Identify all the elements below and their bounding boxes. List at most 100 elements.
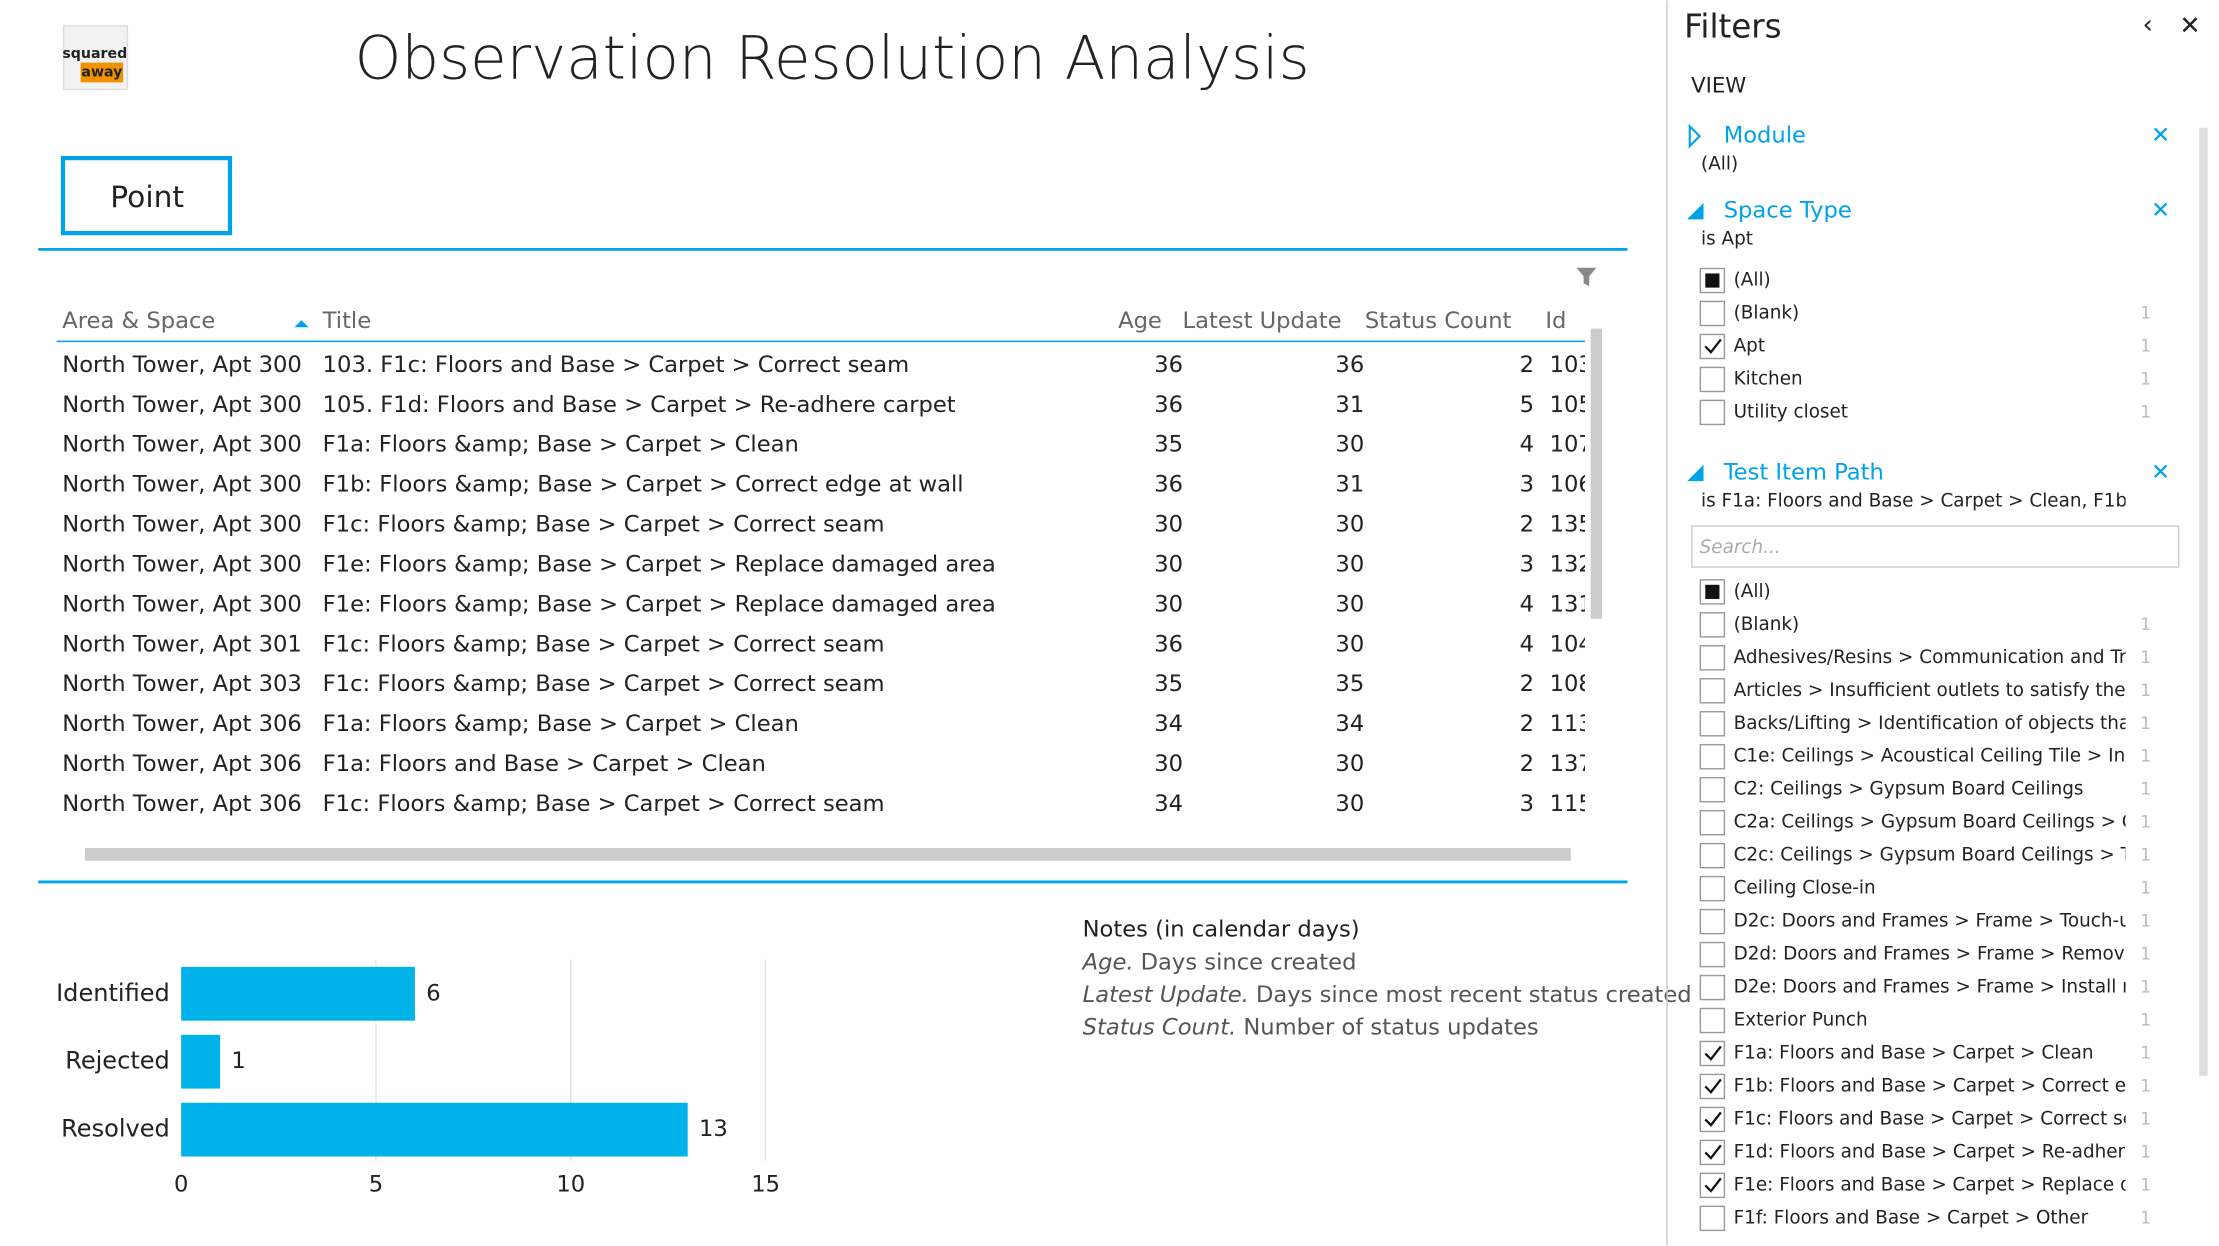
bar[interactable] — [181, 1034, 221, 1089]
note-term: Latest Update. — [1083, 982, 1249, 1008]
table-cell: North Tower, Apt 306 — [62, 791, 301, 817]
checkbox[interactable] — [1699, 908, 1726, 935]
tab-button[interactable] — [60, 155, 233, 236]
collapse-button[interactable]: ‹ — [2143, 10, 2153, 40]
filter-item[interactable]: D2e: Doors and Frames > Frame > Install … — [1734, 977, 2155, 998]
filter-name[interactable]: Space Type — [1724, 198, 1852, 224]
checkbox[interactable] — [1699, 941, 1726, 968]
checkbox[interactable] — [1699, 1205, 1726, 1232]
sort-arrow[interactable] — [294, 320, 309, 328]
table-cell: North Tower, Apt 306 — [62, 751, 301, 777]
filter-item[interactable]: C2: Ceilings > Gypsum Board Ceilings — [1734, 779, 2084, 800]
filter-item[interactable]: Ceiling Close-in — [1734, 878, 1876, 899]
clear-button[interactable]: ✕ — [2151, 198, 2170, 224]
logo-text: squared — [62, 46, 127, 62]
checkbox[interactable] — [1699, 333, 1726, 360]
expander[interactable] — [1687, 464, 1704, 482]
table-cell: F1b: Floors &amp; Base > Carpet > Correc… — [323, 472, 964, 498]
filter-item[interactable]: Articles > Insufficient outlets to satis… — [1734, 680, 2157, 701]
checkbox[interactable] — [1699, 612, 1726, 638]
item-count: 1 — [2140, 780, 2151, 800]
column-header[interactable]: Title — [322, 308, 372, 334]
filter-item[interactable]: Exterior Punch — [1734, 1010, 1868, 1031]
filter-item[interactable]: D2d: Doors and Frames > Frame > Remove c — [1734, 944, 2152, 965]
item-count: 1 — [2140, 714, 2151, 734]
expander[interactable] — [1688, 123, 1702, 149]
table-cell: North Tower, Apt 300 — [62, 472, 301, 498]
filter-item[interactable]: F1f: Floors and Base > Carpet > Other — [1734, 1207, 2089, 1228]
checkbox[interactable] — [1699, 1139, 1726, 1166]
filter-item[interactable]: F1e: Floors and Base > Carpet > Replace … — [1734, 1174, 2155, 1195]
column-header[interactable]: Status Count — [1365, 308, 1512, 334]
filter-item[interactable]: F1d: Floors and Base > Carpet > Re-adher… — [1734, 1141, 2152, 1162]
h-scrollbar[interactable] — [84, 848, 1571, 861]
item-count: 1 — [2140, 846, 2151, 866]
filter-icon[interactable] — [1576, 267, 1597, 287]
filter-item[interactable]: C1e: Ceilings > Acoustical Ceiling Tile … — [1734, 746, 2154, 767]
filter-item[interactable]: D2c: Doors and Frames > Frame > Touch-up — [1734, 911, 2143, 932]
filter-item[interactable]: Backs/Lifting > Identification of object… — [1734, 713, 2155, 734]
checkbox[interactable] — [1699, 1106, 1726, 1133]
report: squared away Observation Resolution Anal… — [38, 25, 1692, 1197]
clear-button[interactable]: ✕ — [2151, 123, 2170, 149]
filter-item[interactable]: F1b: Floors and Base > Carpet > Correct … — [1734, 1075, 2150, 1096]
check-mark — [1704, 1144, 1722, 1160]
item-count: 1 — [2140, 648, 2151, 668]
clear-button[interactable]: ✕ — [2151, 459, 2170, 485]
filter-item[interactable]: Kitchen — [1734, 368, 1803, 389]
checkbox[interactable] — [1699, 974, 1726, 1001]
column-header[interactable]: Id — [1545, 308, 1566, 334]
table-cell: 104 — [1550, 631, 1593, 657]
checkbox[interactable] — [1699, 1172, 1726, 1199]
bar[interactable] — [181, 1102, 688, 1157]
filter-item[interactable]: (Blank) — [1734, 303, 1800, 324]
table-cell: 105. F1d: Floors and Base > Carpet > Re-… — [323, 392, 956, 418]
v-scrollbar[interactable] — [1590, 328, 1602, 619]
checkbox[interactable] — [1699, 300, 1726, 327]
checkbox[interactable] — [1699, 645, 1726, 671]
table-cell: 35 — [1154, 671, 1183, 697]
checkbox[interactable] — [1699, 366, 1726, 393]
filter-item[interactable]: F1a: Floors and Base > Carpet > Clean — [1734, 1042, 2094, 1063]
logo-text: away — [81, 64, 122, 80]
filter-item[interactable]: C2c: Ceilings > Gypsum Board Ceilings > … — [1734, 845, 2152, 866]
filter-item[interactable]: Adhesives/Resins > Communication and Tra… — [1734, 647, 2143, 668]
checkbox[interactable] — [1699, 875, 1726, 902]
checkbox[interactable] — [1699, 743, 1726, 770]
filter-pane: Filters ‹ ✕ VIEW (All) is Apt (All) (Blank)… — [1666, 0, 2208, 1246]
pane-scrollbar[interactable] — [2199, 127, 2208, 1076]
table-cell: 30 — [1335, 631, 1364, 657]
checkbox[interactable] — [1699, 399, 1726, 426]
table-cell: 5 — [1520, 392, 1534, 418]
checkbox[interactable] — [1699, 711, 1726, 737]
tab-label[interactable]: Point — [110, 180, 184, 215]
checkbox[interactable] — [1699, 809, 1726, 836]
checkbox[interactable] — [1699, 1073, 1726, 1100]
bar[interactable] — [181, 966, 415, 1021]
checkbox[interactable] — [1699, 842, 1726, 869]
check-mark — [1704, 338, 1722, 354]
filter-name[interactable]: Test Item Path — [1723, 459, 1884, 485]
checkbox[interactable] — [1699, 678, 1726, 704]
table-cell: 35 — [1154, 432, 1183, 458]
column-header[interactable]: Area & Space — [62, 308, 215, 334]
check-mark — [1704, 1045, 1722, 1061]
filter-item[interactable]: (Blank) — [1734, 614, 1800, 635]
column-header[interactable]: Latest Update — [1183, 308, 1342, 334]
column-header[interactable]: Age — [1118, 308, 1162, 334]
check-partial — [1705, 584, 1720, 599]
filter-item[interactable]: F1c: Floors and Base > Carpet > Correct … — [1734, 1108, 2157, 1129]
item-count: 1 — [2140, 912, 2151, 932]
search-box[interactable] — [1691, 525, 2180, 568]
checkbox[interactable] — [1699, 776, 1726, 803]
checkbox[interactable] — [1699, 1007, 1726, 1034]
filter-item[interactable]: (All) — [1734, 270, 1771, 291]
close-button[interactable]: ✕ — [2179, 11, 2200, 41]
filter-item[interactable]: (All) — [1734, 581, 1771, 602]
expander[interactable] — [1687, 202, 1704, 220]
filter-item[interactable]: Apt — [1734, 335, 1765, 356]
filter-item[interactable]: Utility closet — [1734, 401, 1848, 422]
filter-item[interactable]: C2a: Ceilings > Gypsum Board Ceilings > … — [1734, 812, 2151, 833]
checkbox[interactable] — [1699, 1040, 1726, 1067]
filter-name[interactable]: Module — [1724, 123, 1806, 149]
